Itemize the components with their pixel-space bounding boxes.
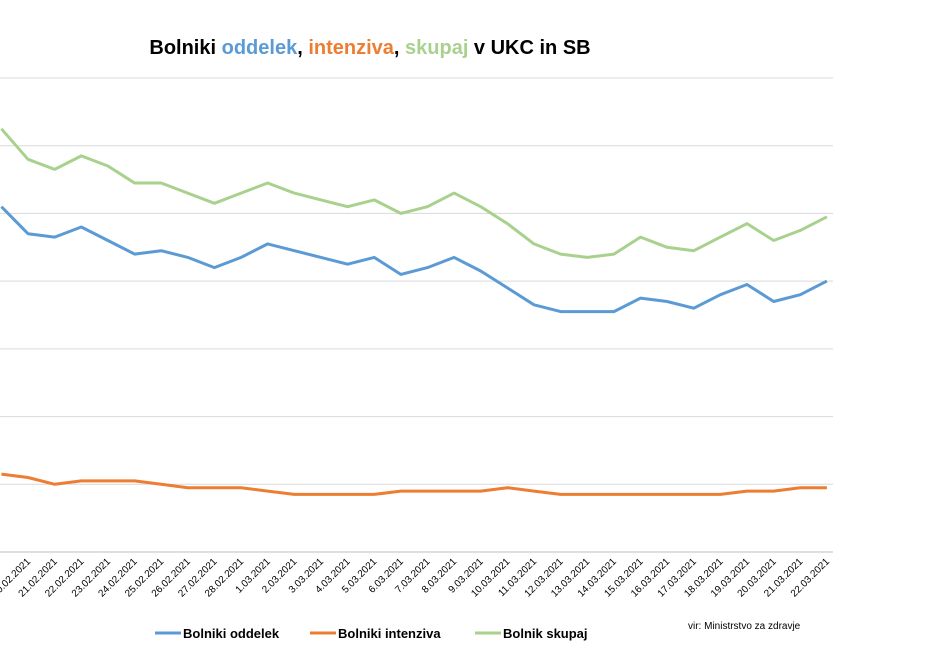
title-part: oddelek <box>222 37 298 59</box>
legend-label: Bolnik skupaj <box>503 626 588 641</box>
title-part: skupaj <box>405 37 468 59</box>
series-line <box>0 205 828 314</box>
title-part: , <box>297 37 308 59</box>
source-note: vir: Ministrstvo za zdravje <box>688 621 801 632</box>
title-part: Bolniki <box>149 37 221 59</box>
title-part: v UKC in SB <box>468 37 590 59</box>
series-line <box>0 127 828 259</box>
legend-label: Bolniki oddelek <box>183 626 280 641</box>
title-part: , <box>394 37 405 59</box>
chart-title: Bolniki oddelek, intenziva, skupaj v UKC… <box>149 37 590 59</box>
series-line <box>1 472 827 496</box>
legend-label: Bolniki intenziva <box>338 626 441 641</box>
title-part: intenziva <box>308 37 394 59</box>
